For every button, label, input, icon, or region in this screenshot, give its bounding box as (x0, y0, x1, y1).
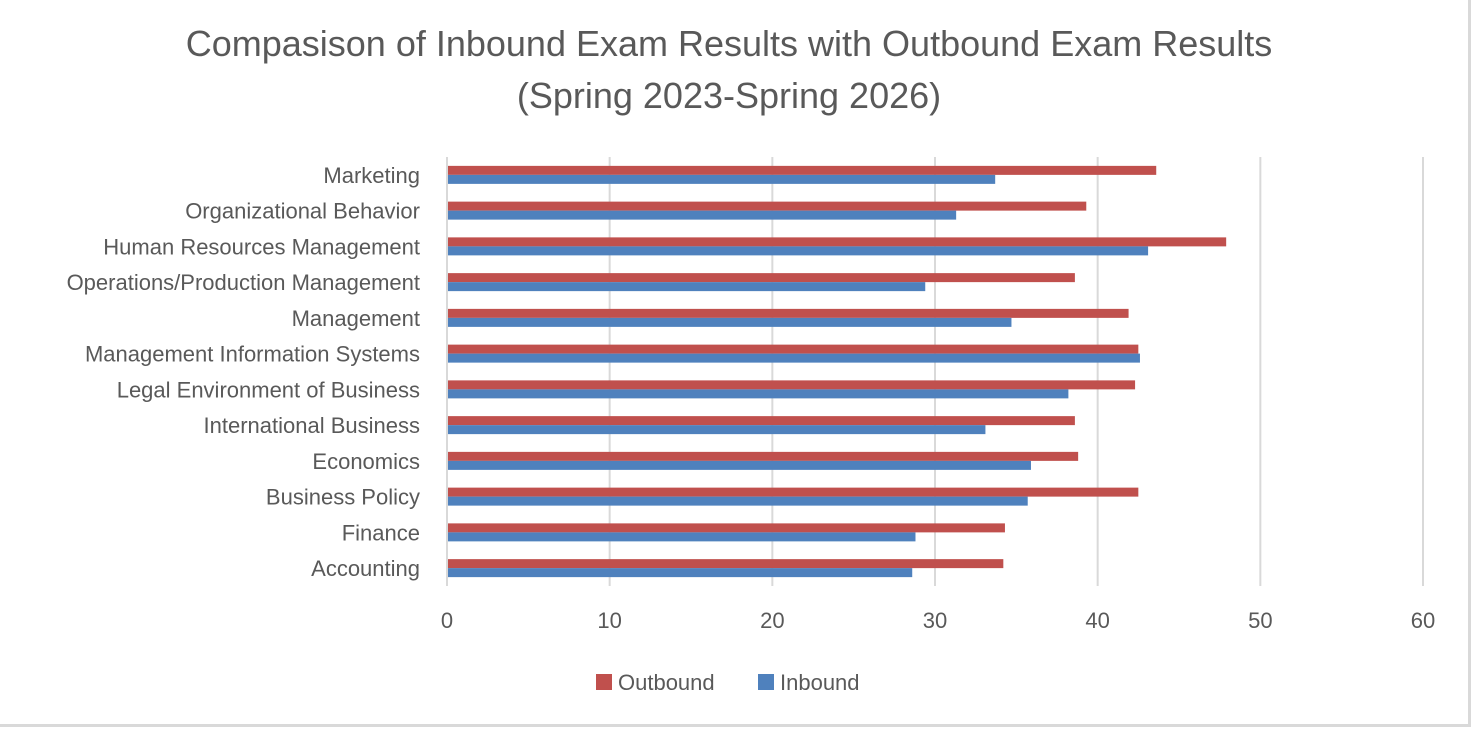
bars (447, 165, 1227, 578)
bar-inbound-business-policy (447, 496, 1028, 506)
bar-outbound-legal-environment-of-business (447, 380, 1136, 390)
category-label-management: Management (292, 306, 420, 331)
bar-inbound-management-information-systems (447, 353, 1140, 363)
category-label-legal-environment-of-business: Legal Environment of Business (117, 377, 420, 402)
legend-swatch-inbound (758, 674, 774, 690)
bar-outbound-international-business (447, 416, 1075, 426)
bar-inbound-legal-environment-of-business (447, 389, 1069, 399)
bar-outbound-management-information-systems (447, 344, 1139, 354)
bar-inbound-marketing (447, 174, 996, 184)
x-tick-label-0: 0 (441, 608, 453, 633)
category-label-operations-production-management: Operations/Production Management (67, 270, 420, 295)
bar-inbound-finance (447, 532, 916, 542)
category-label-finance: Finance (342, 520, 420, 545)
category-label-economics: Economics (312, 449, 420, 474)
category-label-accounting: Accounting (311, 556, 420, 581)
gridlines (608, 157, 1424, 586)
category-label-human-resources-management: Human Resources Management (103, 234, 420, 259)
bar-inbound-economics (447, 460, 1031, 470)
category-labels: Marketing Organizational Behavior Human Re… (67, 163, 420, 581)
bar-inbound-operations-production-management (447, 282, 926, 292)
category-label-international-business: International Business (204, 413, 420, 438)
bar-outbound-operations-production-management (447, 273, 1075, 283)
bar-inbound-accounting (447, 568, 913, 578)
bar-inbound-organizational-behavior (447, 210, 957, 220)
legend-label-outbound: Outbound (618, 670, 715, 695)
bar-inbound-human-resources-management (447, 246, 1149, 256)
bar-outbound-finance (447, 523, 1005, 533)
bar-outbound-human-resources-management (447, 237, 1227, 247)
bar-outbound-business-policy (447, 487, 1139, 497)
legend-label-inbound: Inbound (780, 670, 860, 695)
x-tick-label-20: 20 (760, 608, 784, 633)
x-tick-label-50: 50 (1248, 608, 1272, 633)
chart-title: Compasison of Inbound Exam Results with … (185, 23, 1273, 64)
x-axis-ticks: 0 10 20 30 40 50 60 (441, 608, 1435, 633)
category-label-business-policy: Business Policy (266, 485, 420, 510)
category-label-management-information-systems: Management Information Systems (85, 342, 420, 367)
bar-outbound-organizational-behavior (447, 201, 1087, 211)
bar-outbound-economics (447, 451, 1079, 461)
chart-subtitle: (Spring 2023-Spring 2026) (516, 75, 942, 116)
bar-outbound-marketing (447, 165, 1157, 175)
category-label-organizational-behavior: Organizational Behavior (185, 199, 420, 224)
x-tick-label-10: 10 (597, 608, 621, 633)
bar-inbound-international-business (447, 425, 986, 435)
x-tick-label-60: 60 (1411, 608, 1435, 633)
bar-inbound-management (447, 317, 1012, 327)
x-tick-label-40: 40 (1085, 608, 1109, 633)
legend: Outbound Inbound (596, 670, 860, 695)
bar-outbound-accounting (447, 559, 1004, 569)
legend-swatch-outbound (596, 674, 612, 690)
category-label-marketing: Marketing (323, 163, 420, 188)
x-tick-label-30: 30 (923, 608, 947, 633)
bar-outbound-management (447, 308, 1129, 318)
